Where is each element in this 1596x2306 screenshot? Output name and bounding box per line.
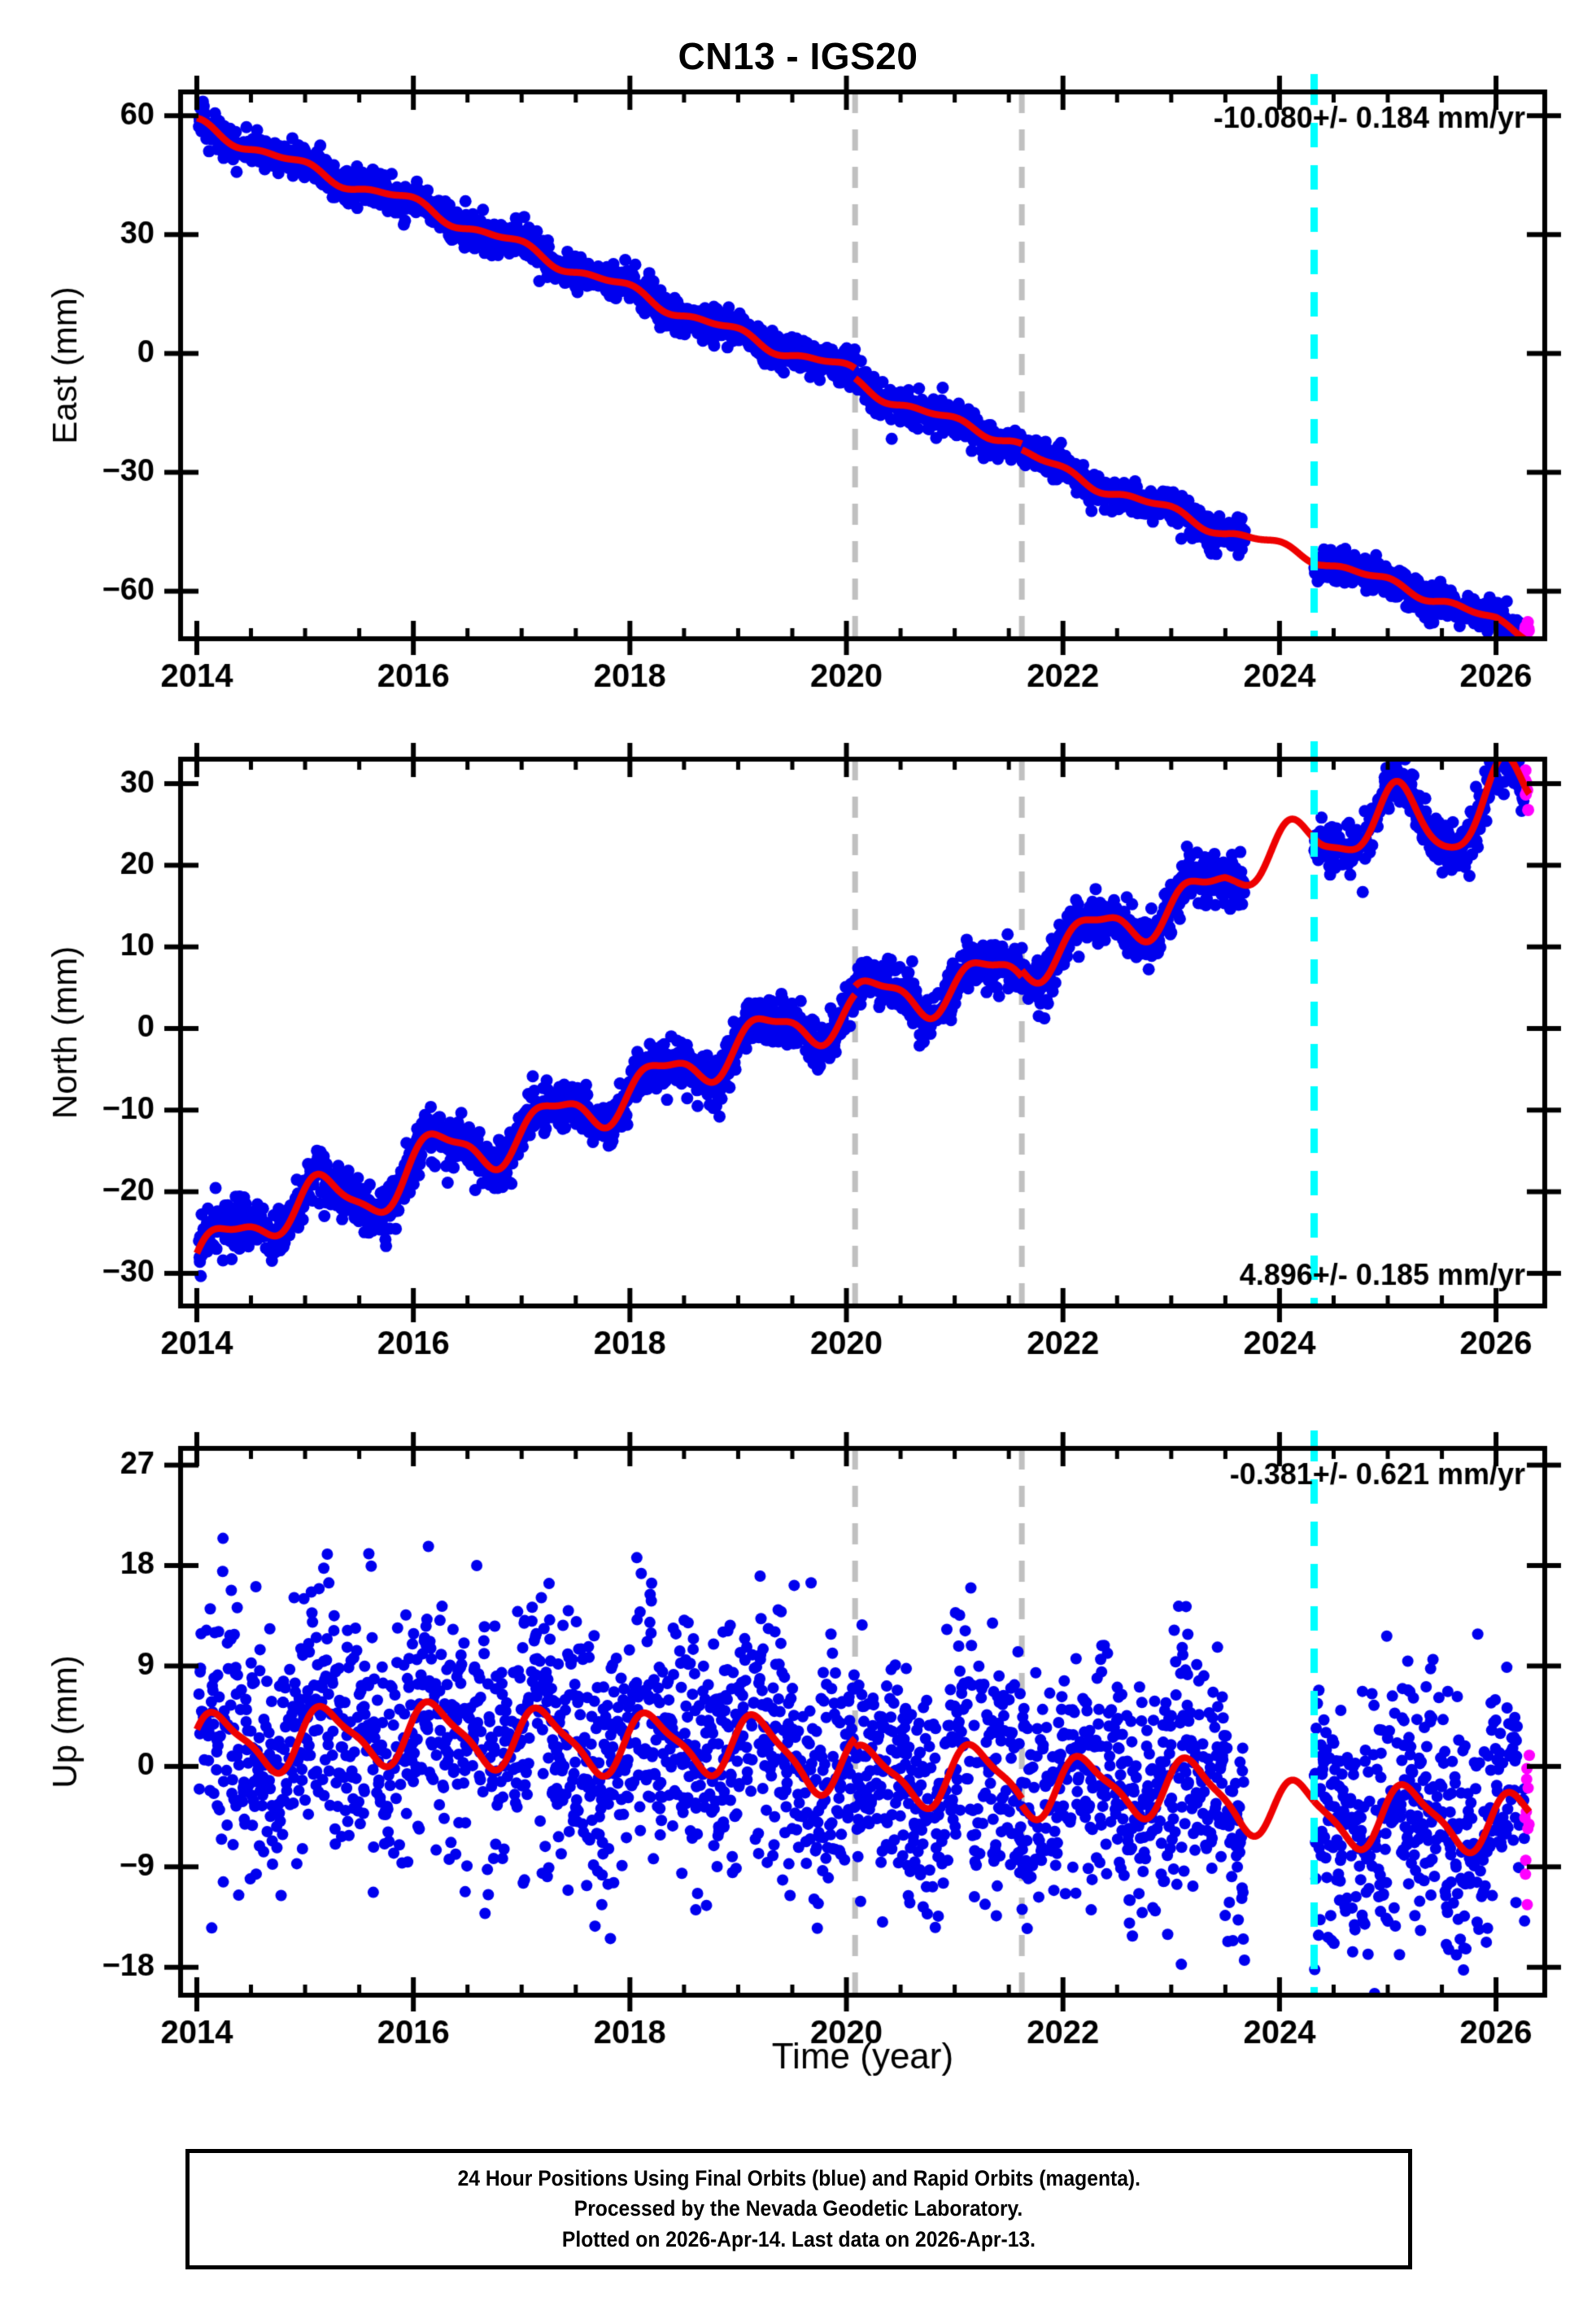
caption-line-1: 24 Hour Positions Using Final Orbits (bl… (457, 2165, 1140, 2190)
caption-line-3: Plotted on 2026-Apr-14. Last data on 202… (561, 2226, 1036, 2251)
caption-line-2: Processed by the Nevada Geodetic Laborat… (574, 2196, 1023, 2221)
caption-box: 24 Hour Positions Using Final Orbits (bl… (185, 2149, 1412, 2269)
page-title: CN13 - IGS20 (678, 35, 918, 77)
